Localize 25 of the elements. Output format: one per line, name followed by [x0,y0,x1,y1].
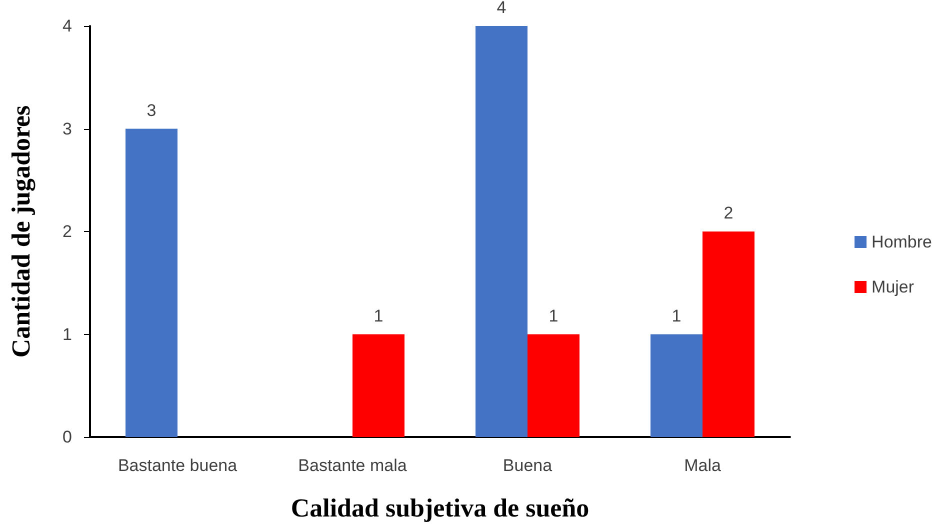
y-tick-label: 1 [62,324,72,344]
legend-label: Mujer [872,278,914,296]
bar [126,128,178,437]
data-label: 1 [672,306,682,326]
bar [352,334,404,437]
data-label: 1 [374,306,384,326]
x-axis-title: Calidad subjetiva de sueño [290,494,590,522]
legend-label: Hombre [872,232,932,252]
data-label: 2 [724,204,734,222]
y-tick-label: 3 [62,119,72,138]
y-tick-label: 0 [62,428,72,446]
x-tick-label: Buena [502,456,553,475]
data-label: 3 [146,100,156,120]
y-axis-title: Cantidad de jugadores [6,105,36,358]
x-tick-label: Mala [684,456,722,475]
bar [528,334,580,437]
data-label: 1 [548,306,558,326]
bar [650,334,702,437]
data-label: 4 [496,0,506,17]
x-tick-label: Bastante mala [298,456,408,475]
bar [702,232,754,437]
y-tick-label: 2 [62,222,72,241]
bar [476,26,528,437]
y-tick-label: 4 [62,16,72,36]
x-tick-label: Bastante buena [118,456,238,475]
